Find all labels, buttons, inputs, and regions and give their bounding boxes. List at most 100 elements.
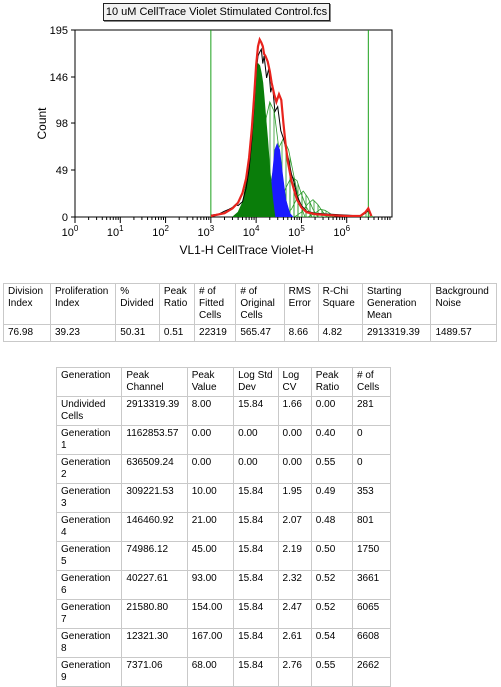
summary-header-cell: Peak Ratio [158,283,196,325]
plot-frame [74,29,393,218]
generation-cell: 15.84 [233,541,279,571]
summary-header-cell: Proliferation Index [49,283,117,325]
generation-cell: 15.84 [233,396,279,426]
generation-cell: 1.95 [277,483,312,513]
generation-cell: 1750 [351,541,392,571]
generation-cell: 281 [351,396,392,426]
generation-cell: 0.00 [233,454,279,484]
generation-header-cell: Peak Value [186,367,235,397]
summary-value-cell: 0.51 [158,324,196,342]
summary-header-cell: R-Chi Square [317,283,363,325]
generation-cell: 0.00 [310,396,353,426]
series-model [210,36,373,217]
generation-cell: 15.84 [233,483,279,513]
generation-cell: 167.00 [186,628,235,658]
generation-cell: 15.84 [233,657,279,687]
generation-cell: 0.50 [310,541,353,571]
summary-header-cell: # of Fitted Cells [194,283,237,325]
x-tick-label: 106 [333,224,350,239]
generation-cell: 0.00 [277,454,312,484]
summary-value-cell: 39.23 [49,324,117,342]
x-tick-label: 102 [152,224,169,239]
generation-header-cell: Peak Channel [121,367,188,397]
generation-cell: Generation 8 [55,628,123,658]
generation-cell: 0.48 [310,512,353,542]
generation-header-cell: Peak Ratio [310,367,353,397]
x-tick-label: 103 [198,224,215,239]
x-tick-label: 104 [243,224,260,239]
generation-cell: 1162853.57 [121,425,188,455]
generation-cell: 2.07 [277,512,312,542]
generation-cell: 2662 [351,657,392,687]
generation-cell: 2.32 [277,570,312,600]
summary-header-cell: RMS Error [283,283,319,325]
generation-cell: 15.84 [233,512,279,542]
summary-header-cell: Division Index [3,283,51,325]
generation-cell: Generation 9 [55,657,123,687]
generation-cell: 45.00 [186,541,235,571]
table-row: Generation 6 40227.61 93.00 15.84 2.32 0.52 36… [55,570,392,600]
table-row: Generation 9 7371.06 68.00 15.84 2.76 0.55 266… [55,657,392,687]
y-axis-label: Count [35,107,49,140]
x-tick-label: 101 [107,224,124,239]
generation-cell: 0.00 [233,425,279,455]
generation-cell: 1.66 [277,396,312,426]
generation-cell: 40227.61 [121,570,188,600]
table-row: Generation 2 636509.24 0.00 0.00 0.00 0.55 0 [55,454,392,484]
summary-value-cell: 2913319.39 [361,324,432,342]
plot-title: 10 uM CellTrace Violet Stimulated Contro… [103,3,330,21]
histogram-chart: 0 49 98 146 195 100 101 102 103 104 105 106 VL1-H Ce… [35,25,393,257]
generation-cell: 0.00 [186,425,235,455]
generation-cell: 801 [351,512,392,542]
summary-header-cell: % Divided [115,283,160,325]
generation-cell: 8.00 [186,396,235,426]
generation-cell: 7371.06 [121,657,188,687]
table-row: Generation 4 146460.92 21.00 15.84 2.07 0.48 8… [55,512,392,542]
table-row: Generation 3 309221.53 10.00 15.84 1.95 0.49 3… [55,483,392,513]
summary-value-row: 76.98 39.23 50.31 0.51 22319 565.47 8.66 4.82 29… [3,324,497,342]
generation-cell: 0.54 [310,628,353,658]
x-tick-label: 105 [288,224,305,239]
generation-cell: 0.00 [277,425,312,455]
summary-header-cell: Starting Generation Mean [361,283,432,325]
summary-value-cell: 22319 [194,324,237,342]
table-row: Undivided Cells 2913319.39 8.00 15.84 1.66 0.… [55,396,392,426]
generation-cell: 146460.92 [121,512,188,542]
generation-header-cell: Generation [55,367,123,397]
summary-value-cell: 76.98 [3,324,51,342]
generation-cell: 93.00 [186,570,235,600]
generation-cell: 10.00 [186,483,235,513]
generation-cell: 0.40 [310,425,353,455]
generation-cell: 15.84 [233,599,279,629]
generation-cell: 15.84 [233,570,279,600]
generation-cell: Generation 6 [55,570,123,600]
generation-header-cell: # of Cells [351,367,392,397]
generation-cell: 21580.80 [121,599,188,629]
table-row: Generation 1 1162853.57 0.00 0.00 0.00 0.40 0 [55,425,392,455]
generation-cell: 21.00 [186,512,235,542]
generation-cell: 2913319.39 [121,396,188,426]
generation-cell: 12321.30 [121,628,188,658]
generation-cell: 0.52 [310,570,353,600]
y-tick-label: 146 [50,72,68,84]
generation-cell: Generation 3 [55,483,123,513]
summary-header-row: Division Index Proliferation Index% Divid… [3,283,497,325]
generation-table: Generation Peak Channel Peak Value Log Std … [55,367,392,687]
generation-cell: 2.19 [277,541,312,571]
x-tick-label: 100 [62,224,79,239]
x-axis-label: VL1-H CellTrace Violet-H [179,243,313,257]
series-generation-3 [231,62,276,217]
generation-cell: 0.52 [310,599,353,629]
generation-cell: 68.00 [186,657,235,687]
generation-cell: 0.49 [310,483,353,513]
generation-cell: 2.47 [277,599,312,629]
generation-cell: Generation 2 [55,454,123,484]
generation-cell: 0.55 [310,454,353,484]
summary-value-cell: 4.82 [317,324,363,342]
summary-value-cell: 1489.57 [430,324,497,342]
generation-cell: 0 [351,454,392,484]
generation-header-cell: Log Std Dev [233,367,279,397]
summary-header-cell: Background Noise [430,283,497,325]
summary-header-cell: # of Original Cells [235,283,285,325]
generation-cell: 0.55 [310,657,353,687]
